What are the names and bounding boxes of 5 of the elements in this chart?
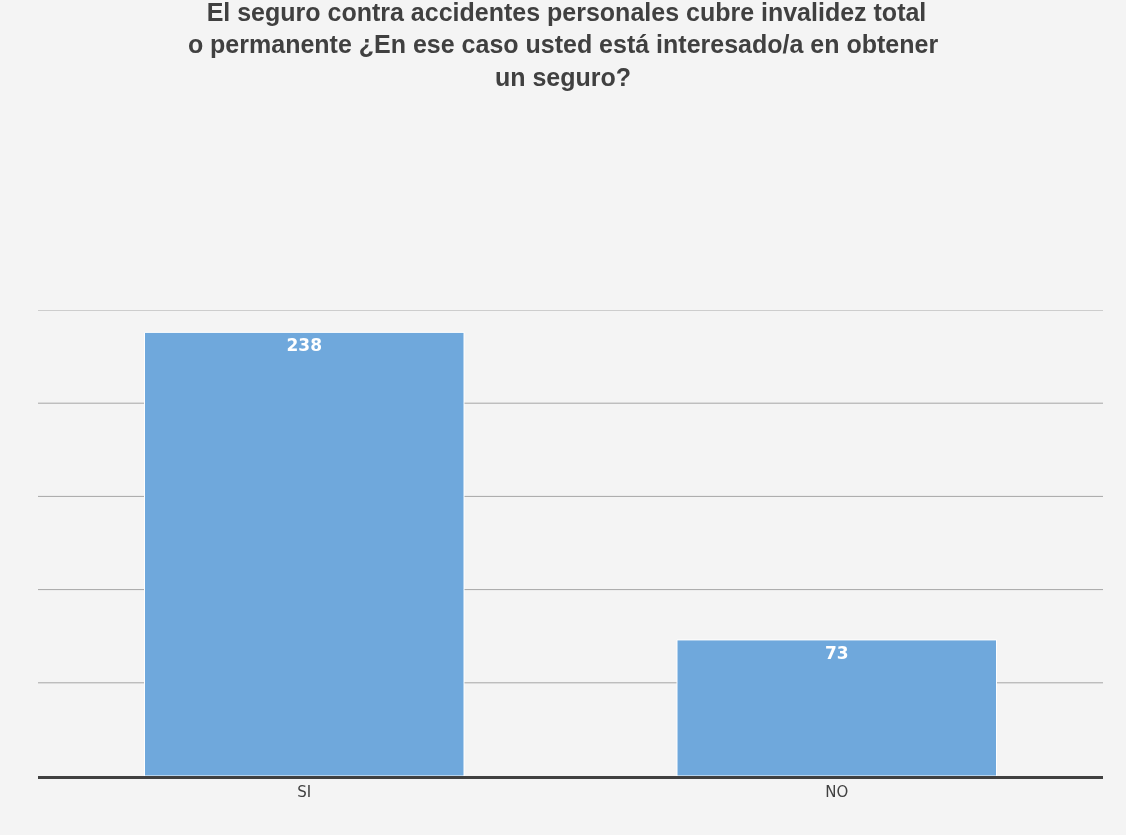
x-tick-label: NO <box>825 783 849 801</box>
chart-title: El seguro contra accidentes personales cubre invalidez total o permanente ¿En ese caso usted está interesado/a en obtener un seguro? <box>187 0 939 91</box>
data-label: 73 <box>824 642 849 663</box>
data-label: 238 <box>286 335 322 356</box>
x-tick-label: SI <box>297 783 312 801</box>
